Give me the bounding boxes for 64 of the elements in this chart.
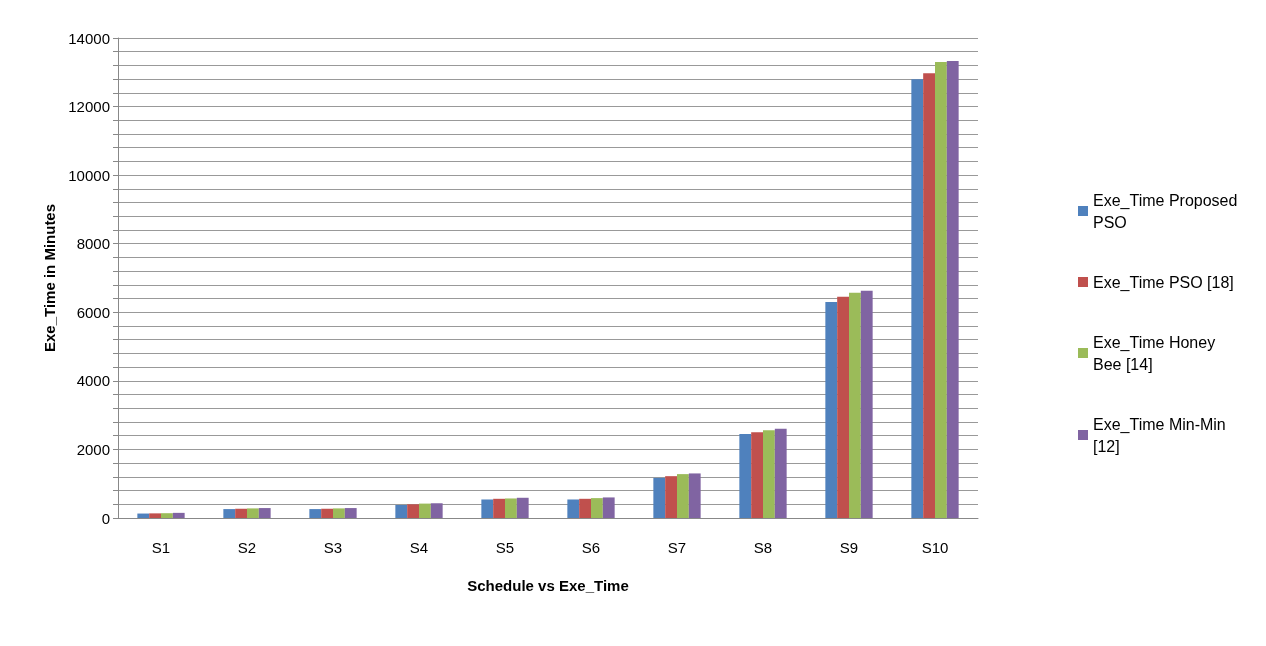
bar xyxy=(223,509,236,518)
x-tick-label: S7 xyxy=(667,539,687,556)
bar xyxy=(430,503,443,518)
bar xyxy=(860,290,873,518)
legend-label: Exe_Time PSO [18] xyxy=(1093,273,1234,292)
bar xyxy=(493,498,505,518)
bar xyxy=(837,296,849,518)
bar xyxy=(739,434,752,518)
bar xyxy=(235,508,247,518)
x-tick-label: S4 xyxy=(409,539,429,556)
bar xyxy=(149,513,161,518)
y-tick-label: 14000 xyxy=(68,29,110,47)
bar xyxy=(309,509,322,518)
legend-label: Exe_Time Honey Bee [14] xyxy=(1093,333,1220,373)
bar xyxy=(591,498,603,518)
bar xyxy=(567,499,580,518)
y-tick-label: 6000 xyxy=(76,303,110,321)
x-tick-label: S10 xyxy=(921,539,949,556)
x-tick-label: S2 xyxy=(237,539,257,556)
x-tick-label: S8 xyxy=(753,539,773,556)
y-tick-label: 0 xyxy=(101,509,110,527)
bar xyxy=(172,512,185,518)
bar xyxy=(505,498,517,518)
bar xyxy=(763,430,775,518)
x-tick-label: S1 xyxy=(151,539,171,556)
bar xyxy=(653,477,666,518)
x-tick-label: S6 xyxy=(581,539,601,556)
bar xyxy=(333,508,345,518)
y-axis-title: Exe_Time in Minutes xyxy=(41,203,59,353)
bar xyxy=(419,503,431,518)
bar xyxy=(602,497,615,518)
bar xyxy=(774,428,787,518)
bar xyxy=(516,497,529,518)
x-axis-title: Schedule vs Exe_Time xyxy=(467,577,629,594)
y-tick-label: 10000 xyxy=(68,166,110,184)
bar xyxy=(935,62,947,518)
bar xyxy=(481,499,494,518)
bar xyxy=(751,432,763,518)
bar xyxy=(258,508,271,518)
x-tick-label: S5 xyxy=(495,539,515,556)
y-tick-label: 4000 xyxy=(76,372,110,390)
bar xyxy=(247,508,259,518)
bar xyxy=(688,473,701,518)
bar xyxy=(161,513,173,518)
bar xyxy=(344,508,357,518)
legend-label: Exe_Time Proposed PSO xyxy=(1093,191,1242,231)
legend-label: Exe_Time Min-Min [12] xyxy=(1093,415,1231,455)
bar xyxy=(849,292,861,518)
y-tick-label: 12000 xyxy=(68,98,110,116)
bar xyxy=(579,498,591,518)
bar xyxy=(137,513,150,518)
bar xyxy=(923,73,935,518)
bar xyxy=(825,302,838,518)
bar xyxy=(911,79,924,518)
bar xyxy=(321,508,333,518)
bar xyxy=(395,504,408,518)
x-tick-label: S9 xyxy=(839,539,859,556)
bar xyxy=(677,474,689,518)
bar xyxy=(407,504,419,518)
bar xyxy=(946,60,959,518)
y-tick-label: 2000 xyxy=(76,440,110,458)
y-tick-label: 8000 xyxy=(76,235,110,253)
x-tick-label: S3 xyxy=(323,539,343,556)
bar xyxy=(665,476,677,518)
